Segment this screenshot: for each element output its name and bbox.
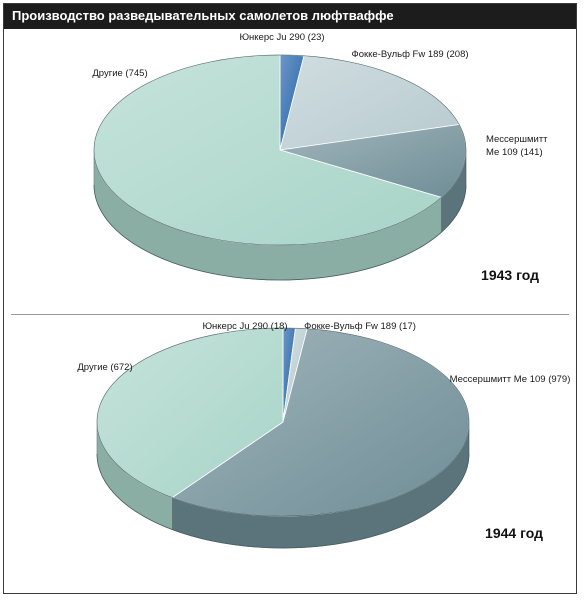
pie-base-edge [93,184,467,281]
slice-label-ju290: Юнкерс Ju 290 (18) [202,321,287,332]
slice-label-me109: Мессершмитт Ме 109 (979) [450,374,571,385]
chart-divider [11,314,569,315]
slice-label-fw189: Фокке-Вульф Fw 189 (208) [351,49,468,60]
chart-year-title: 1943 год [481,267,539,283]
slice-label-fw189: Фокке-Вульф Fw 189 (17) [304,321,416,332]
slice-label-other: Другие (672) [77,362,132,373]
pie-base-edge [96,453,470,549]
pie-chart-1943: Юнкерс Ju 290 (23) Фокке-Вульф Fw 189 (20… [92,32,548,283]
slice-label-me109: Мессершмитт Ме 109 (141) [486,134,548,158]
page-title: Производство разведывательных самолетов … [12,8,394,23]
chart-year-title: 1944 год [485,525,543,541]
pie-rim [96,327,470,517]
pie-rim [93,54,467,246]
title-bar: Производство разведывательных самолетов … [4,4,576,29]
pie-chart-1944: Юнкерс Ju 290 (18) Фокке-Вульф Fw 189 (17… [77,321,571,549]
slice-label-ju290: Юнкерс Ju 290 (23) [239,32,324,43]
slice-label-other: Другие (745) [92,68,147,79]
